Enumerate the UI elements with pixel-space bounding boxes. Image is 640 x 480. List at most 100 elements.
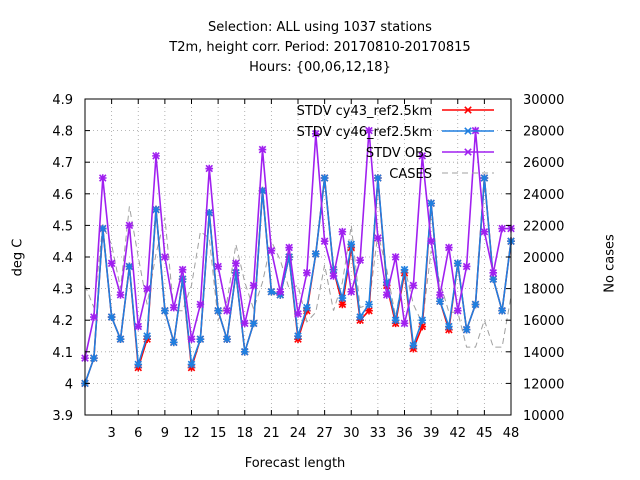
data-point — [285, 243, 293, 252]
data-point — [391, 253, 400, 261]
data-point — [462, 262, 471, 271]
data-point — [196, 300, 205, 309]
data-point — [258, 186, 267, 195]
x-axis-label: Forecast length — [244, 456, 346, 471]
x-tick-label: 48 — [503, 426, 520, 441]
y-tick-label: 4 — [65, 377, 73, 392]
data-point — [134, 322, 143, 331]
axis-ticks: 3 6 9 12 15 18 21 24 27 30 33 36 39 42 45 483.944.14.24… — [52, 93, 564, 441]
chart-title-line-2: T2m, height corr. Period: 20170810-20170… — [169, 40, 471, 55]
x-tick-label: 24 — [290, 426, 307, 441]
data-point — [498, 224, 506, 233]
data-point — [223, 306, 231, 315]
data-point — [107, 313, 116, 321]
data-point — [143, 284, 151, 293]
data-point — [427, 237, 435, 245]
legend-marker — [464, 106, 472, 114]
data-point — [436, 297, 444, 306]
x-tick-label: 27 — [316, 426, 333, 441]
data-point — [453, 259, 462, 268]
data-point — [382, 291, 391, 299]
data-point — [365, 300, 373, 309]
data-point — [462, 325, 471, 334]
series-1 — [81, 174, 515, 388]
data-point — [320, 237, 329, 245]
data-point — [311, 129, 320, 138]
data-point — [400, 265, 409, 274]
legend-marker — [464, 148, 472, 156]
data-point — [152, 152, 160, 160]
data-point — [196, 335, 205, 343]
data-point — [161, 306, 169, 315]
data-point — [303, 269, 311, 277]
x-tick-label: 15 — [210, 426, 227, 441]
y2-tick-label: 28000 — [523, 125, 564, 140]
y2-axis-label: No cases — [602, 234, 618, 293]
x-tick-label: 33 — [370, 426, 387, 441]
data-point — [498, 306, 506, 315]
data-point — [161, 253, 169, 261]
data-point — [205, 208, 214, 217]
data-point — [374, 234, 382, 242]
y-tick-label: 4.8 — [52, 125, 73, 140]
data-point — [445, 322, 453, 331]
x-tick-label: 6 — [134, 426, 142, 441]
y-tick-label: 4.3 — [52, 283, 73, 298]
data-point — [249, 319, 258, 328]
data-point — [374, 174, 382, 182]
y-tick-label: 3.9 — [52, 409, 73, 424]
series-line — [84, 177, 512, 384]
data-point — [232, 269, 240, 277]
data-point — [267, 246, 276, 255]
legend-label: STDV cy46_ref2.5km — [297, 125, 432, 140]
data-point — [116, 291, 125, 299]
x-tick-label: 30 — [343, 426, 360, 441]
data-point — [223, 335, 231, 343]
data-point — [294, 310, 302, 318]
y-tick-label: 4.6 — [52, 188, 73, 203]
data-point — [98, 174, 107, 182]
data-point — [329, 272, 338, 280]
y-tick-label: 4.4 — [52, 251, 73, 266]
data-point — [125, 262, 134, 271]
x-tick-label: 9 — [161, 426, 169, 441]
y2-tick-label: 24000 — [523, 188, 564, 203]
data-point — [90, 313, 98, 321]
data-point — [276, 287, 285, 296]
legend-label: STDV OBS — [366, 146, 432, 161]
legend-label: STDV cy43_ref2.5km — [297, 104, 432, 119]
data-point — [187, 335, 196, 343]
chart-title-line-1: Selection: ALL using 1037 stations — [208, 20, 432, 35]
data-point — [480, 227, 489, 236]
data-point — [329, 265, 338, 274]
y-tick-label: 4.1 — [52, 346, 73, 361]
x-tick-label: 42 — [449, 426, 466, 441]
data-point — [418, 152, 427, 160]
data-point — [365, 306, 373, 315]
y2-tick-label: 10000 — [523, 409, 564, 424]
y2-tick-label: 30000 — [523, 93, 564, 108]
data-point — [382, 278, 391, 287]
data-point — [427, 199, 435, 208]
data-point — [391, 316, 400, 324]
data-point — [116, 335, 125, 343]
data-point — [240, 348, 249, 356]
data-point — [489, 269, 498, 277]
data-point — [294, 332, 302, 340]
data-point — [214, 262, 222, 271]
x-tick-label: 18 — [236, 426, 253, 441]
data-point — [178, 265, 187, 274]
y2-tick-label: 12000 — [523, 377, 564, 392]
data-point — [418, 322, 427, 331]
data-point — [338, 300, 347, 309]
legend-marker — [464, 127, 472, 135]
data-point — [90, 354, 98, 362]
data-point — [356, 313, 364, 321]
data-point — [489, 275, 498, 283]
data-point — [436, 291, 444, 299]
x-tick-label: 3 — [107, 426, 115, 441]
x-tick-label: 36 — [396, 426, 413, 441]
data-point — [471, 300, 480, 309]
data-point — [418, 316, 427, 324]
data-point — [356, 256, 364, 264]
